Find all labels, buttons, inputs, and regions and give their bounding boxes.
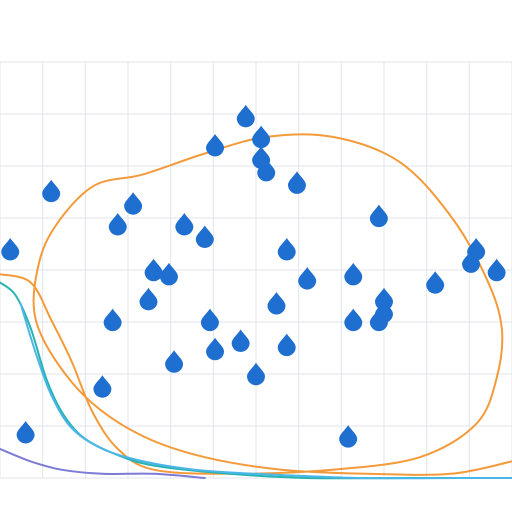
data-point	[462, 250, 481, 273]
data-point	[200, 308, 219, 332]
data-point	[108, 212, 127, 236]
data-point	[159, 262, 178, 286]
data-point	[277, 333, 296, 357]
data-point	[277, 237, 296, 261]
data-point	[252, 125, 271, 149]
data-point	[369, 308, 388, 332]
data-point	[93, 375, 112, 398]
data-point	[369, 204, 388, 228]
data-point	[231, 329, 250, 352]
data-point	[144, 258, 163, 282]
data-point	[139, 287, 158, 311]
data-point	[344, 308, 363, 332]
data-point	[103, 308, 122, 332]
data-point	[165, 350, 184, 373]
data-point	[195, 225, 214, 248]
data-point	[1, 237, 20, 261]
data-point	[124, 192, 143, 215]
data-point	[247, 362, 265, 386]
data-point	[236, 104, 255, 128]
data-point	[375, 287, 393, 311]
data-point	[16, 420, 35, 444]
series-line-3	[19, 302, 512, 480]
data-point	[42, 179, 61, 203]
data-point	[487, 258, 506, 282]
data-point	[344, 262, 363, 286]
data-point	[267, 292, 286, 315]
data-point	[426, 271, 445, 294]
data-point	[339, 425, 358, 448]
data-point	[175, 212, 194, 236]
series-line-4	[0, 447, 206, 479]
data-point	[257, 158, 276, 182]
gridlines	[0, 61, 512, 479]
data-point	[298, 267, 317, 290]
series-points	[1, 104, 506, 448]
data-point	[206, 337, 225, 361]
data-point	[287, 171, 306, 194]
series-lines	[0, 133, 512, 480]
data-point	[206, 133, 225, 157]
